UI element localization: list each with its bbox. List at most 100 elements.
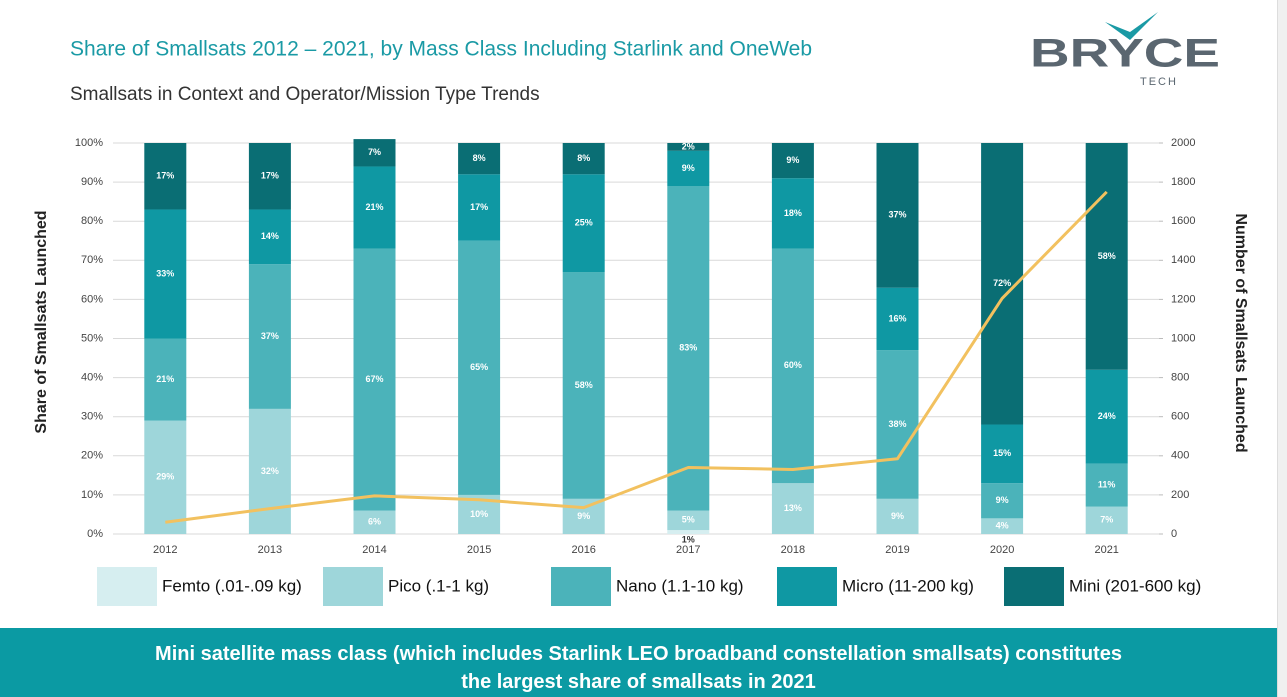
x-tick-label: 2016 (571, 544, 595, 556)
data-label: 9% (682, 163, 695, 173)
y-axis-title: Share of Smallsats Launched (33, 210, 50, 433)
data-label: 4% (996, 521, 1009, 531)
y-tick-label: 30% (81, 411, 103, 423)
bar-segment (353, 139, 396, 167)
data-label: 1% (682, 534, 695, 544)
data-label: 11% (1098, 480, 1116, 490)
data-label: 37% (261, 331, 279, 341)
bar-segment (562, 143, 605, 175)
x-tick-label: 2020 (990, 544, 1014, 556)
data-label: 9% (996, 495, 1009, 505)
chart: Share of Smallsats 2012 – 2021, by Mass … (33, 12, 1249, 606)
bar-segment (876, 350, 919, 499)
bar-segment (144, 143, 187, 210)
y2-tick-label: 800 (1171, 372, 1189, 384)
x-tick-label: 2021 (1094, 544, 1118, 556)
data-label: 17% (156, 171, 174, 181)
bar-segment (981, 483, 1024, 519)
bar-segment (1085, 463, 1128, 507)
line (165, 190, 1108, 524)
legend-swatch (777, 567, 837, 606)
bar-segment (667, 143, 710, 151)
y2-tick-label: 2000 (1171, 137, 1195, 149)
data-label: 2% (682, 141, 695, 151)
x-tick-label: 2018 (781, 544, 805, 556)
chart-subtitle: Smallsats in Context and Operator/Missio… (70, 84, 540, 105)
data-label: 7% (1100, 515, 1113, 525)
bar-segment (562, 272, 605, 499)
y2-tick-label: 0 (1171, 528, 1177, 540)
y-tick-label: 0% (87, 528, 103, 540)
bar-segment (1085, 506, 1128, 534)
y-tick-label: 50% (81, 332, 103, 344)
y2-tick-label: 400 (1171, 450, 1189, 462)
scrollbar (1277, 0, 1287, 697)
data-label: 14% (261, 231, 279, 241)
logo-mark (1105, 12, 1158, 40)
bar-segment (771, 178, 814, 249)
data-label: 16% (888, 313, 906, 323)
x-tick-label: 2015 (467, 544, 491, 556)
data-label: 29% (156, 472, 174, 482)
bar-segment (248, 143, 291, 210)
bar-segment (771, 483, 814, 534)
bar-segment (458, 240, 501, 495)
data-label: 15% (993, 448, 1011, 458)
data-label: 58% (575, 380, 593, 390)
chart-title: Share of Smallsats 2012 – 2021, by Mass … (70, 38, 812, 61)
bar-segment (562, 174, 605, 273)
y-tick-label: 70% (81, 254, 103, 266)
data-label: 25% (575, 218, 593, 228)
y-tick-label: 100% (75, 137, 103, 149)
legend-label: Femto (.01-.09 kg) (162, 576, 302, 595)
data-label: 38% (888, 419, 906, 429)
bar-segment (144, 420, 187, 534)
data-label: 13% (784, 503, 802, 513)
y2-tick-label: 600 (1171, 411, 1189, 423)
bar-segment (248, 408, 291, 534)
bar-segment (876, 143, 919, 288)
bar-segment (1085, 143, 1128, 370)
bar-segment (771, 143, 814, 179)
data-label: 9% (891, 511, 904, 521)
legend-swatch (551, 567, 611, 606)
data-label: 8% (473, 153, 486, 163)
data-label: 67% (365, 374, 383, 384)
x-tick-label: 2013 (258, 544, 282, 556)
legend-swatch (1004, 567, 1064, 606)
data-label: 58% (1098, 251, 1116, 261)
data-label: 72% (993, 278, 1011, 288)
bar-segment (248, 264, 291, 409)
x-tick-label: 2017 (676, 544, 700, 556)
bar-segment (353, 510, 396, 534)
y-tick-label: 40% (81, 372, 103, 384)
y-tick-label: 80% (81, 215, 103, 227)
data-label: 9% (577, 511, 590, 521)
data-label: 10% (470, 509, 488, 519)
bar-segment (562, 498, 605, 534)
bar-segment (876, 287, 919, 351)
logo-sub: TECH (1140, 76, 1178, 88)
y2-tick-label: 1000 (1171, 332, 1195, 344)
y2-tick-label: 1400 (1171, 254, 1195, 266)
y-tick-label: 90% (81, 176, 103, 188)
data-label: 21% (365, 202, 383, 212)
y2-tick-label: 1200 (1171, 293, 1195, 305)
data-label: 33% (156, 268, 174, 278)
bar-segment (667, 510, 710, 531)
y2-tick-label: 1600 (1171, 215, 1195, 227)
data-label: 8% (577, 153, 590, 163)
data-label: 37% (888, 210, 906, 220)
y2-tick-label: 200 (1171, 489, 1189, 501)
bar-segment (667, 530, 710, 534)
x-tick-label: 2012 (153, 544, 177, 556)
bar-segment (248, 209, 291, 265)
data-label: 5% (682, 515, 695, 525)
banner: Mini satellite mass class (which include… (0, 628, 1277, 697)
data-label: 17% (470, 202, 488, 212)
y2-axis-title: Number of Smallsats Launched (1232, 213, 1249, 452)
data-label: 9% (786, 155, 799, 165)
bar-segment (353, 248, 396, 511)
data-label: 83% (679, 343, 697, 353)
legend-label: Pico (.1-1 kg) (388, 576, 489, 595)
